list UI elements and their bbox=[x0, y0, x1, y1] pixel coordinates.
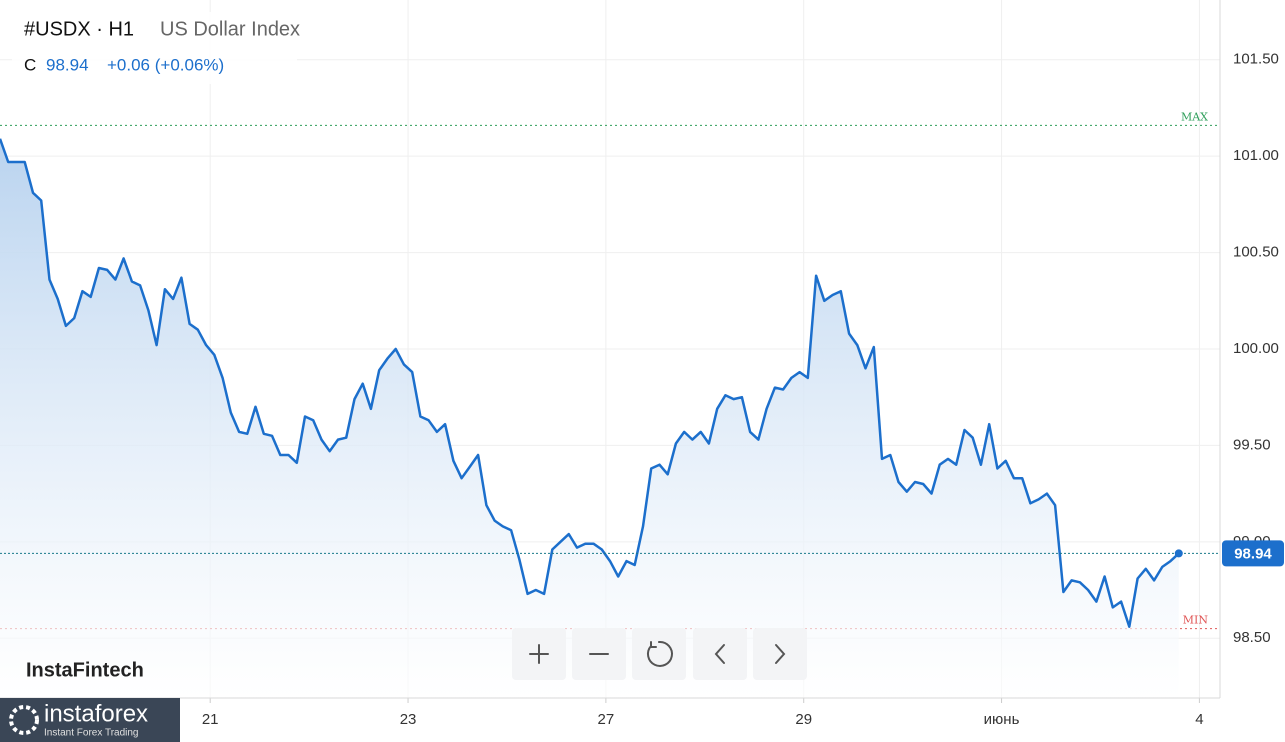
scroll-right[interactable] bbox=[753, 628, 807, 680]
y-tick-label: 100.50 bbox=[1233, 244, 1279, 261]
reference-label: MIN bbox=[1183, 614, 1209, 627]
icon bbox=[529, 644, 549, 664]
logo-icon bbox=[9, 705, 39, 735]
logo-tagline: Instant Forex Trading bbox=[44, 728, 139, 739]
symbol-name: US Dollar Index bbox=[160, 18, 300, 40]
x-tick-label: июнь bbox=[984, 711, 1020, 728]
scroll-left[interactable] bbox=[693, 628, 747, 680]
line bbox=[0, 138, 1180, 628]
icon bbox=[646, 640, 673, 667]
close-prefix: C bbox=[24, 55, 36, 74]
change: +0.06 (+0.06%) bbox=[107, 55, 224, 74]
brand: InstaFintech bbox=[26, 659, 144, 681]
x-tick-label: 21 bbox=[202, 711, 219, 728]
logo-name: instaforex bbox=[44, 700, 148, 727]
x-tick-label: 29 bbox=[795, 711, 812, 728]
x-tick-label: 27 bbox=[598, 711, 615, 728]
y-tick-label: 100.00 bbox=[1233, 340, 1279, 357]
y-tick-label: 101.50 bbox=[1233, 51, 1279, 68]
last-point bbox=[1174, 549, 1183, 558]
x-tick-label: 23 bbox=[400, 711, 417, 728]
icon bbox=[714, 644, 725, 664]
toolbar bbox=[512, 628, 807, 680]
y-tick-label: 101.00 bbox=[1233, 147, 1279, 164]
price-tag-label: 98.94 bbox=[1234, 545, 1272, 562]
close: 98.94 bbox=[46, 55, 89, 74]
reference-label: MAX bbox=[1181, 110, 1208, 123]
y-tick-label: 98.50 bbox=[1233, 629, 1271, 646]
reset[interactable] bbox=[632, 628, 686, 680]
area bbox=[0, 138, 1179, 699]
x-tick-label: 4 bbox=[1195, 711, 1203, 728]
price-tag bbox=[1222, 540, 1284, 567]
y-tick-label: 99.50 bbox=[1233, 436, 1271, 453]
symbol: #USDX · H1 bbox=[24, 18, 134, 40]
icon bbox=[775, 644, 786, 664]
logo-bg bbox=[0, 698, 180, 742]
legend-bg bbox=[12, 12, 297, 84]
